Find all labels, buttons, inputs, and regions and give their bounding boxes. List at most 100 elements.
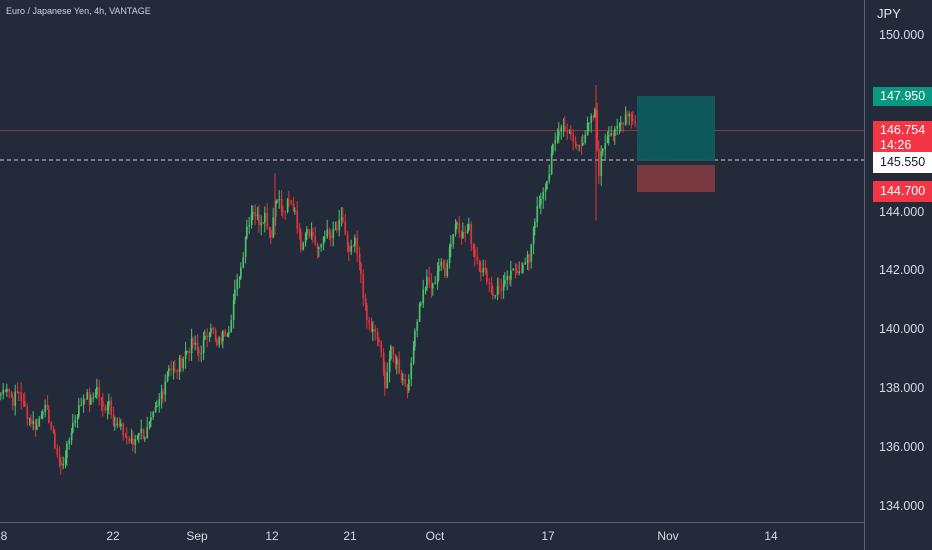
candle-body — [282, 211, 284, 213]
candle-body — [308, 228, 311, 237]
candle-body — [120, 423, 122, 427]
candle-body — [252, 212, 254, 215]
candle-body — [38, 418, 41, 426]
chart-pane[interactable]: Euro / Japanese Yen, 4h, VANTAGE — [0, 0, 864, 522]
candle-body — [294, 210, 296, 212]
candle-body — [502, 284, 505, 291]
candle-body — [412, 346, 415, 363]
time-scale[interactable]: 8 22 Sep 12 21 Oct 17 Nov 14 — [0, 522, 864, 550]
candle-body — [370, 323, 373, 332]
candle-body — [358, 253, 361, 264]
candle-body — [270, 229, 272, 238]
candle-body — [46, 404, 49, 410]
time-tick: 22 — [106, 529, 120, 543]
candle-body — [50, 422, 53, 430]
candle-body — [594, 109, 596, 118]
candle-body — [368, 319, 371, 324]
candle-body — [232, 300, 235, 320]
candle-body — [476, 256, 479, 261]
candle-body — [302, 242, 305, 250]
candle-body — [624, 114, 627, 125]
candle-body — [218, 337, 221, 345]
candle-body — [60, 462, 62, 466]
candle-body — [136, 435, 139, 440]
take-profit-zone — [637, 96, 715, 161]
candle-body — [320, 244, 323, 248]
candle-body — [162, 391, 164, 395]
candle-body — [356, 237, 359, 254]
candle-body — [2, 389, 5, 395]
candle-body — [180, 358, 182, 369]
candle-body — [360, 263, 362, 275]
candle-body — [514, 268, 517, 271]
candle-body — [490, 282, 493, 294]
candle-body — [86, 392, 89, 400]
candle-body — [614, 128, 616, 136]
candle-body — [286, 199, 289, 213]
candle-body — [34, 420, 37, 430]
candle-body — [442, 261, 445, 269]
price-tick: 144.000 — [879, 205, 925, 219]
candle-body — [534, 222, 536, 229]
candle-body — [40, 414, 43, 419]
price-chart[interactable] — [0, 0, 864, 522]
candle-body — [444, 268, 446, 276]
candle-body — [582, 142, 584, 146]
candle-body — [388, 359, 391, 373]
candle-body — [280, 198, 283, 212]
candle-body — [416, 321, 419, 331]
candle-body — [568, 131, 571, 133]
candle-body — [400, 373, 403, 380]
candle-body — [436, 271, 439, 284]
candle-body — [484, 268, 487, 270]
candle-body — [290, 199, 293, 204]
candle-body — [260, 222, 263, 226]
candle-body — [160, 391, 163, 399]
candle-body — [274, 202, 277, 218]
price-scale[interactable]: JPY 150.000 144.000 142.000 140.000 138.… — [864, 0, 932, 550]
candle-body — [510, 270, 512, 280]
candle-body — [228, 331, 230, 335]
candle-body — [212, 328, 215, 331]
candle-body — [558, 131, 560, 136]
candle-body — [168, 368, 170, 372]
candle-body — [450, 244, 452, 248]
candle-body — [68, 440, 71, 444]
candle-body — [462, 231, 464, 239]
candle-body — [134, 439, 137, 445]
candle-body — [132, 438, 134, 445]
candle-body — [292, 203, 295, 211]
candle-body — [324, 237, 326, 239]
candle-body — [580, 144, 583, 146]
candle-body — [330, 234, 332, 239]
candle-body — [20, 392, 23, 402]
candle-body — [4, 389, 7, 393]
candle-body — [544, 189, 547, 192]
candle-body — [204, 335, 206, 340]
candle-body — [196, 342, 199, 350]
stop-loss-tag: 144.700 — [873, 181, 932, 202]
candle-body — [572, 134, 575, 142]
candle-body — [128, 438, 131, 442]
candle-body — [304, 234, 307, 243]
candle-body — [164, 381, 167, 395]
candle-body — [30, 418, 32, 425]
price-tick: 138.000 — [879, 381, 925, 395]
candle-body — [28, 418, 31, 420]
candle-body — [604, 143, 607, 149]
candle-body — [500, 288, 503, 291]
candle-body — [592, 115, 595, 118]
candle-body — [150, 417, 152, 422]
candle-body — [214, 330, 217, 340]
candle-body — [98, 386, 101, 398]
candle-body — [520, 271, 523, 273]
candle-body — [364, 297, 367, 305]
candle-body — [606, 136, 609, 144]
candle-body — [382, 352, 385, 372]
candle-body — [188, 350, 191, 354]
candle-body — [64, 457, 67, 464]
candle-body — [486, 269, 488, 283]
candle-body — [372, 328, 374, 332]
candle-body — [554, 140, 557, 144]
